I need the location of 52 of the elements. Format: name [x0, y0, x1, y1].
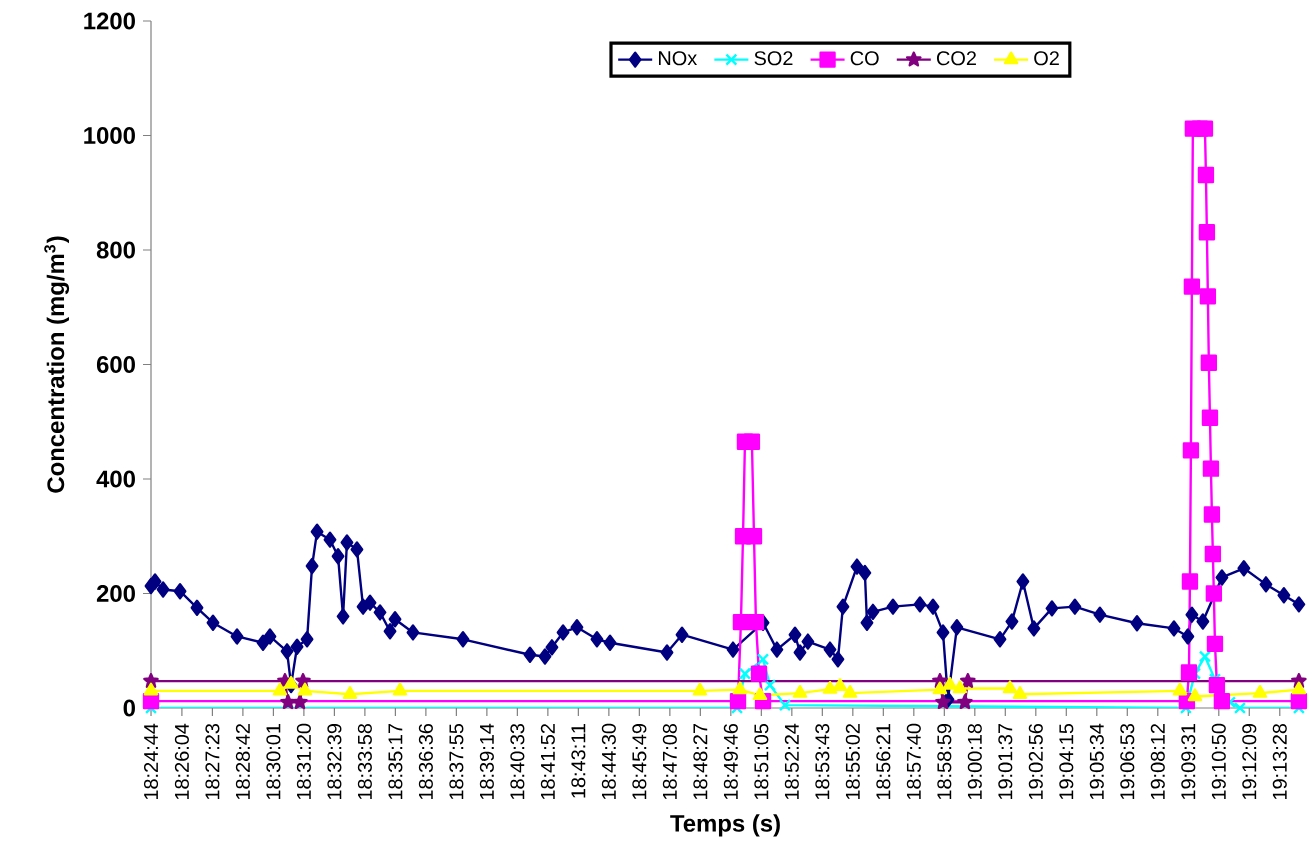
legend-label: SO2	[754, 51, 793, 66]
x-tick-label: 18:47:08	[662, 723, 677, 800]
x-tick-label: 18:27:23	[205, 723, 220, 800]
x-tick-label: 18:32:39	[327, 723, 342, 800]
x-tick-label: 18:35:17	[388, 724, 403, 800]
legend-label: O2	[1034, 51, 1059, 66]
y-tick-label: 1200	[84, 12, 135, 30]
x-tick-label: 18:26:04	[174, 723, 189, 800]
x-tick-label: 18:55:02	[845, 724, 860, 800]
x-tick-label: 19:09:31	[1181, 724, 1196, 800]
x-tick-label: 18:49:46	[723, 723, 738, 800]
x-tick-label: 18:43:11	[571, 724, 586, 798]
x-tick-label: 19:06:53	[1120, 723, 1135, 800]
x-tick-label: 18:45:49	[632, 723, 647, 800]
x-tick-label: 18:44:30	[601, 723, 616, 800]
x-tick-label: 19:08:12	[1150, 724, 1165, 800]
y-tick-label: 1000	[84, 127, 135, 144]
x-tick-label: 19:04:15	[1059, 723, 1074, 800]
x-tick-label: 18:56:21	[876, 724, 891, 800]
x-tick-label: 18:30:01	[266, 724, 281, 800]
x-tick-label: 19:10:50	[1211, 723, 1226, 800]
x-tick-label: 18:53:43	[815, 723, 830, 800]
x-tick-label: 19:01:37	[998, 724, 1013, 800]
legend-label: NOx	[658, 51, 698, 66]
x-tick-label: 18:57:40	[906, 723, 921, 800]
y-axis-title: Concentration (mg/m$^{3}$)	[44, 236, 70, 493]
x-tick-label: 18:39:14	[479, 723, 494, 800]
x-tick-label: 18:36:36	[418, 723, 433, 800]
x-tick-label: 18:52:24	[784, 723, 799, 800]
x-tick-label: 18:48:27	[693, 724, 708, 800]
x-tick-label: 18:28:42	[235, 724, 250, 800]
x-tick-label: 19:05:34	[1089, 723, 1104, 800]
x-tick-label: 18:40:33	[510, 723, 525, 800]
y-tick-label: 200	[96, 585, 135, 602]
y-tick-label: 400	[96, 470, 135, 488]
legend-label: CO	[850, 51, 879, 66]
x-axis-title: Temps (s)	[670, 814, 780, 837]
y-tick-label: 0	[123, 699, 135, 717]
x-tick-label: 19:02:56	[1028, 723, 1043, 800]
x-tick-label: 18:33:58	[357, 723, 372, 800]
legend-label: CO2	[936, 51, 976, 66]
x-tick-label: 18:31:20	[296, 723, 311, 800]
x-tick-label: 18:41:52	[540, 724, 555, 800]
x-tick-label: 18:37:55	[449, 723, 464, 800]
x-tick-label: 19:12:09	[1242, 723, 1257, 800]
y-tick-label: 800	[96, 241, 135, 259]
x-tick-label: 18:58:59	[937, 723, 952, 800]
x-tick-label: 19:00:18	[967, 723, 982, 800]
x-tick-label: 19:13:28	[1272, 723, 1287, 800]
x-tick-label: 18:51:05	[754, 723, 769, 800]
x-tick-label: 18:24:44	[143, 723, 159, 800]
y-tick-label: 600	[96, 356, 135, 373]
